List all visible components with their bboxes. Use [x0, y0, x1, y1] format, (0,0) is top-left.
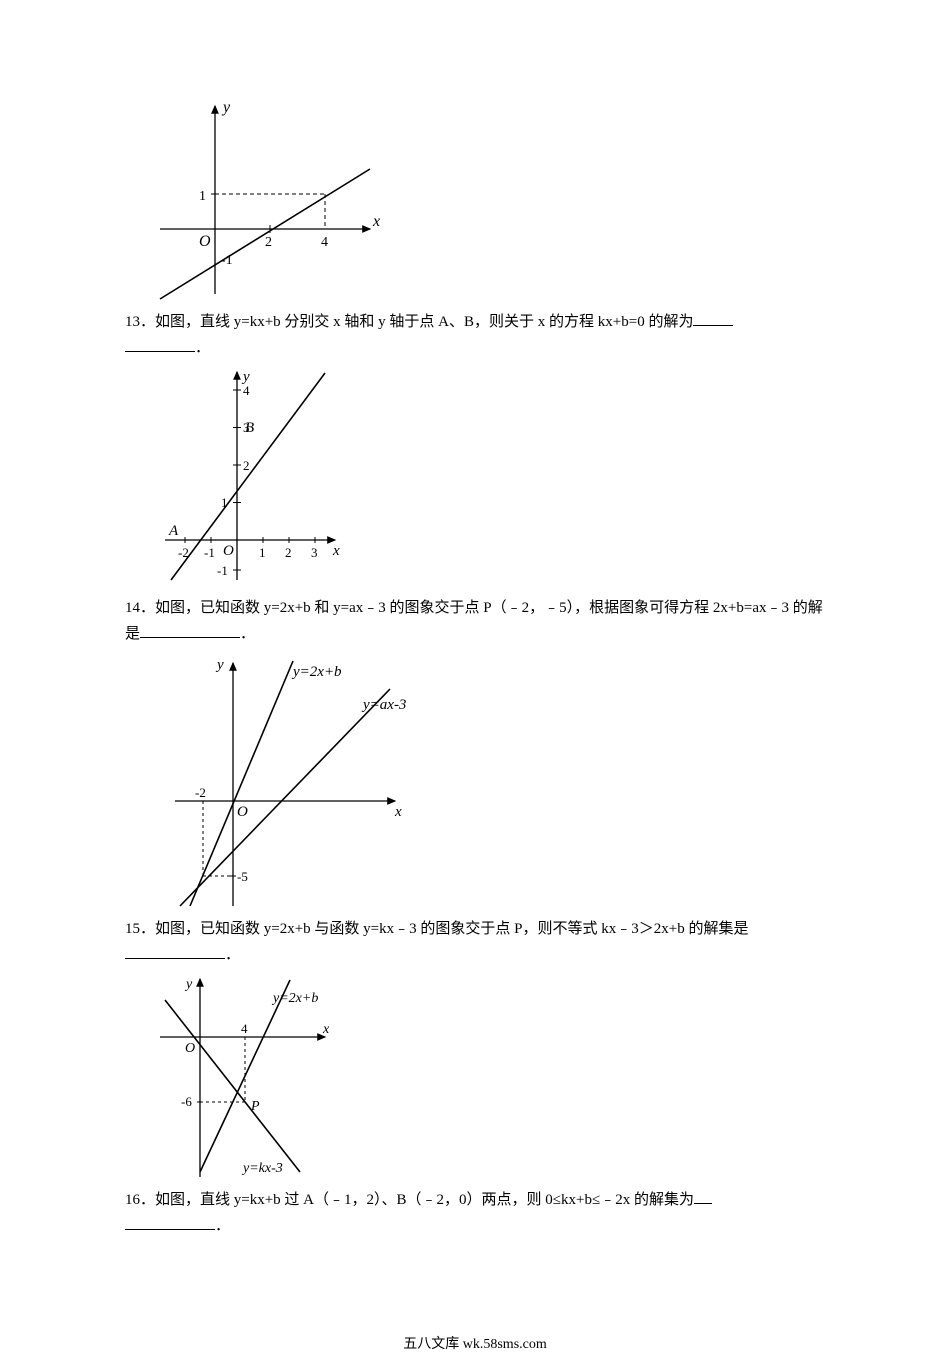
svg-text:y=2x+b: y=2x+b — [271, 991, 318, 1006]
y-axis-label: y — [221, 99, 231, 116]
svg-text:A: A — [168, 523, 179, 539]
svg-q15: O x y 4 -6 P y=2x+b y=kx-3 — [145, 972, 345, 1182]
svg-text:x: x — [394, 804, 402, 820]
svg-text:O: O — [185, 1041, 195, 1056]
question-16: 16．如图，直线 y=kx+b 过 A（﹣1，2）、B（﹣2，0）两点，则 0≤… — [125, 1188, 825, 1239]
q13-blank-b — [125, 336, 195, 352]
svg-text:x: x — [322, 1022, 330, 1037]
svg-text:2: 2 — [265, 235, 272, 250]
svg-text:B: B — [245, 420, 254, 436]
svg-text:O: O — [237, 804, 248, 820]
q13-text-a: 如图，直线 y=kx+b 分别交 x 轴和 y 轴于点 A、B，则关于 x 的方… — [155, 314, 693, 330]
question-14: 14．如图，已知函数 y=2x+b 和 y=ax﹣3 的图象交于点 P（﹣2，﹣… — [125, 596, 825, 647]
svg-text:2: 2 — [285, 545, 292, 560]
q14-blank — [140, 622, 240, 638]
svg-text:y: y — [215, 657, 224, 673]
svg-text:P: P — [250, 1099, 260, 1114]
page-footer: 五八文库 wk.58sms.com — [0, 1333, 950, 1353]
svg-text:y=2x+b: y=2x+b — [291, 664, 342, 680]
svg-text:4: 4 — [241, 1021, 248, 1036]
svg-text:1: 1 — [199, 189, 206, 204]
figure-q13: O x y -2 -1 1 2 3 4 3 2 1 -1 — [145, 365, 825, 590]
svg-q13: O x y -2 -1 1 2 3 4 3 2 1 -1 — [145, 365, 345, 590]
svg-text:y=kx-3: y=kx-3 — [241, 1161, 283, 1176]
q14-text-b: ． — [240, 626, 255, 642]
q15-number: 15． — [125, 921, 155, 937]
svg-text:-1: -1 — [217, 563, 228, 578]
q15-text-a: 如图，已知函数 y=2x+b 与函数 y=kx﹣3 的图象交于点 P，则不等式 … — [155, 921, 748, 937]
svg-text:-1: -1 — [204, 545, 215, 560]
q15-text-b: ． — [225, 947, 240, 963]
q16-number: 16． — [125, 1192, 155, 1208]
question-15: 15．如图，已知函数 y=2x+b 与函数 y=kx﹣3 的图象交于点 P，则不… — [125, 917, 825, 968]
svg-text:O: O — [223, 543, 234, 559]
svg-text:3: 3 — [311, 545, 318, 560]
svg-q14: O x y -2 -5 y=2x+b y=ax-3 — [145, 651, 415, 911]
figure-q15: O x y 4 -6 P y=2x+b y=kx-3 — [145, 972, 825, 1182]
figure-q14: O x y -2 -5 y=2x+b y=ax-3 — [145, 651, 825, 911]
footer-text: 五八文库 wk.58sms.com — [403, 1337, 547, 1352]
svg-q12: O x y 2 4 1 -1 — [145, 94, 385, 304]
question-13: 13．如图，直线 y=kx+b 分别交 x 轴和 y 轴于点 A、B，则关于 x… — [125, 310, 825, 361]
q14-number: 14． — [125, 600, 155, 616]
q15-blank — [125, 943, 225, 959]
q13-blank-a — [693, 310, 733, 326]
svg-text:-5: -5 — [237, 869, 248, 884]
svg-text:-6: -6 — [181, 1094, 192, 1109]
q16-blank-b — [125, 1214, 215, 1230]
svg-text:y=ax-3: y=ax-3 — [361, 697, 406, 713]
svg-text:-2: -2 — [195, 785, 206, 800]
q16-text-a: 如图，直线 y=kx+b 过 A（﹣1，2）、B（﹣2，0）两点，则 0≤kx+… — [155, 1192, 694, 1208]
svg-text:4: 4 — [243, 383, 250, 398]
svg-text:x: x — [332, 543, 340, 559]
x-axis-label: x — [372, 213, 380, 230]
svg-text:4: 4 — [321, 235, 328, 250]
svg-text:2: 2 — [243, 458, 250, 473]
figure-q12: O x y 2 4 1 -1 — [145, 94, 825, 304]
svg-text:y: y — [184, 977, 193, 992]
svg-text:1: 1 — [259, 545, 266, 560]
q16-text-b: ． — [215, 1218, 230, 1234]
q13-text-b: ． — [195, 340, 210, 356]
q16-blank-a — [694, 1188, 712, 1204]
origin-label: O — [199, 233, 211, 250]
q13-number: 13． — [125, 314, 155, 330]
